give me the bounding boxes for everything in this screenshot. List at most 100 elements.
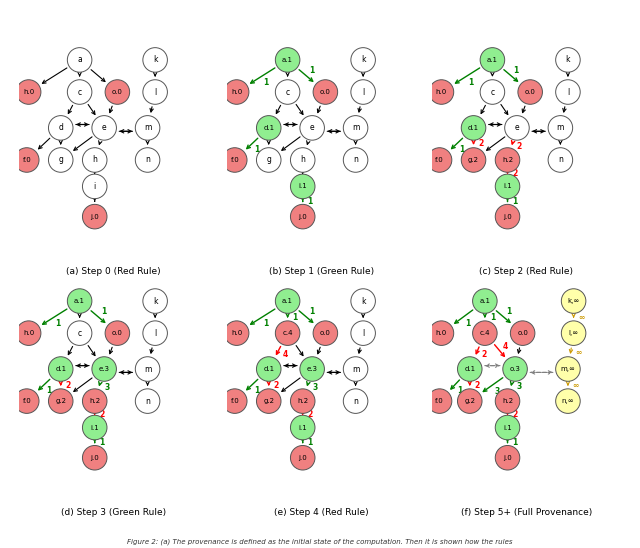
Circle shape: [313, 80, 338, 104]
Circle shape: [556, 80, 580, 104]
Text: n: n: [145, 156, 150, 164]
Text: 2: 2: [475, 380, 480, 390]
Text: l: l: [567, 88, 569, 96]
Circle shape: [83, 446, 107, 470]
Text: h.0: h.0: [23, 89, 35, 95]
Circle shape: [351, 80, 376, 104]
Text: g: g: [58, 156, 63, 164]
Text: o.0: o.0: [320, 330, 331, 336]
Text: h.0: h.0: [436, 89, 447, 95]
Circle shape: [15, 148, 39, 172]
Circle shape: [17, 80, 41, 104]
Text: m: m: [144, 364, 151, 374]
Text: h.2: h.2: [502, 157, 513, 163]
Circle shape: [300, 357, 324, 381]
Text: g.2: g.2: [468, 157, 479, 163]
Circle shape: [300, 116, 324, 140]
Text: c: c: [285, 88, 290, 96]
Circle shape: [83, 415, 107, 440]
Circle shape: [49, 389, 73, 413]
Text: o.0: o.0: [320, 89, 331, 95]
Circle shape: [495, 446, 520, 470]
Text: h.0: h.0: [231, 330, 243, 336]
Text: e: e: [102, 123, 106, 133]
Text: a.1: a.1: [74, 298, 85, 304]
Text: n: n: [353, 397, 358, 406]
Text: l: l: [362, 329, 364, 338]
Text: k,∞: k,∞: [568, 298, 580, 304]
Text: 1: 1: [308, 197, 313, 206]
Text: l: l: [154, 88, 156, 96]
Circle shape: [561, 321, 586, 345]
Circle shape: [143, 80, 168, 104]
Text: Figure 2: (a) The provenance is defined as the initial state of the computation.: Figure 2: (a) The provenance is defined …: [127, 539, 513, 545]
Text: k: k: [153, 296, 157, 306]
Circle shape: [510, 321, 535, 345]
Text: h.2: h.2: [502, 398, 513, 404]
Circle shape: [135, 148, 160, 172]
Text: 2: 2: [308, 410, 313, 419]
Circle shape: [556, 357, 580, 381]
Text: o.0: o.0: [112, 89, 123, 95]
Text: (f) Step 5+ (Full Provenance): (f) Step 5+ (Full Provenance): [461, 508, 592, 517]
Circle shape: [49, 116, 73, 140]
Circle shape: [291, 204, 315, 229]
Text: 1: 1: [100, 438, 105, 447]
Text: m,∞: m,∞: [561, 366, 575, 372]
Text: 3: 3: [516, 383, 521, 391]
Circle shape: [503, 357, 527, 381]
Circle shape: [556, 48, 580, 72]
Circle shape: [223, 389, 247, 413]
Text: 1: 1: [46, 386, 52, 395]
Text: j.0: j.0: [298, 455, 307, 461]
Text: d.1: d.1: [468, 125, 479, 131]
Text: o.0: o.0: [525, 89, 536, 95]
Text: j.0: j.0: [503, 214, 512, 220]
Text: g.2: g.2: [263, 398, 274, 404]
Text: 3: 3: [104, 383, 109, 392]
Text: (d) Step 3 (Green Rule): (d) Step 3 (Green Rule): [61, 508, 166, 517]
Text: c: c: [77, 88, 82, 96]
Circle shape: [92, 357, 116, 381]
Text: c: c: [77, 329, 82, 338]
Circle shape: [83, 204, 107, 229]
Circle shape: [518, 80, 543, 104]
Text: n: n: [558, 156, 563, 164]
Text: ∞: ∞: [575, 348, 581, 357]
Circle shape: [495, 389, 520, 413]
Circle shape: [343, 116, 368, 140]
Text: i: i: [93, 182, 96, 191]
Text: i.1: i.1: [503, 184, 512, 190]
Text: d.1: d.1: [263, 366, 275, 372]
Text: h.2: h.2: [297, 398, 308, 404]
Text: d.1: d.1: [55, 366, 67, 372]
Text: 2: 2: [100, 410, 105, 419]
Text: e: e: [310, 123, 314, 133]
Circle shape: [275, 289, 300, 313]
Circle shape: [458, 357, 482, 381]
Circle shape: [225, 321, 249, 345]
Text: 1: 1: [513, 197, 518, 206]
Text: e.3: e.3: [99, 366, 109, 372]
Circle shape: [556, 389, 580, 413]
Circle shape: [495, 148, 520, 172]
Text: 3: 3: [494, 387, 499, 396]
Text: n: n: [353, 156, 358, 164]
Text: 3: 3: [312, 383, 317, 392]
Circle shape: [472, 289, 497, 313]
Text: j.0: j.0: [503, 455, 512, 461]
Text: i.1: i.1: [90, 425, 99, 431]
Text: f.0: f.0: [230, 398, 239, 404]
Text: d.1: d.1: [263, 125, 275, 131]
Text: 1: 1: [254, 386, 260, 395]
Text: a.1: a.1: [282, 298, 293, 304]
Text: j.0: j.0: [90, 455, 99, 461]
Text: g.2: g.2: [55, 398, 66, 404]
Circle shape: [343, 357, 368, 381]
Text: 4: 4: [503, 342, 508, 351]
Text: j.0: j.0: [298, 214, 307, 220]
Text: 2: 2: [513, 410, 518, 419]
Text: h: h: [92, 156, 97, 164]
Text: g.2: g.2: [464, 398, 476, 404]
Text: 2: 2: [482, 350, 487, 358]
